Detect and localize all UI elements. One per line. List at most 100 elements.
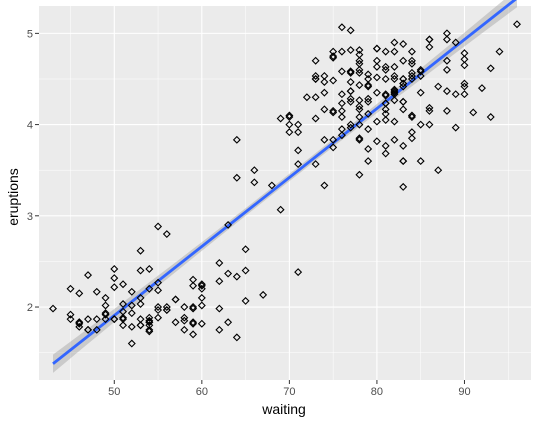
data-point <box>136 321 145 330</box>
data-point <box>416 71 425 80</box>
data-point <box>372 73 381 82</box>
data-point <box>154 286 163 295</box>
data-point <box>390 74 399 83</box>
data-point <box>136 315 145 324</box>
data-point <box>381 141 390 150</box>
data-point <box>189 304 198 313</box>
data-point <box>329 135 338 144</box>
data-point <box>442 65 451 74</box>
data-point <box>399 56 408 65</box>
data-point <box>197 319 206 328</box>
data-point <box>390 135 399 144</box>
data-point <box>154 313 163 322</box>
data-point <box>320 105 329 114</box>
data-point <box>425 120 434 129</box>
data-point <box>399 82 408 91</box>
data-point <box>84 325 93 334</box>
data-point <box>180 303 189 312</box>
data-point <box>127 309 136 318</box>
data-point <box>127 322 136 331</box>
x-axis-title: waiting <box>261 401 306 417</box>
data-point <box>364 74 373 83</box>
data-point <box>425 103 434 112</box>
data-point <box>294 146 303 155</box>
data-point <box>241 296 250 305</box>
data-point <box>399 79 408 88</box>
data-point <box>407 111 416 120</box>
data-point <box>171 295 180 304</box>
data-point <box>469 108 478 117</box>
data-point <box>355 50 364 59</box>
x-tick-label: 80 <box>371 386 383 398</box>
data-point <box>337 67 346 76</box>
data-point <box>101 315 110 324</box>
data-point <box>416 88 425 97</box>
data-point <box>110 265 119 273</box>
data-point <box>110 274 119 283</box>
data-point <box>372 44 381 53</box>
data-point <box>390 62 399 71</box>
data-point <box>355 113 364 121</box>
data-point <box>381 62 390 71</box>
data-point <box>232 272 241 281</box>
data-point <box>460 79 469 88</box>
y-tick-label: 3 <box>27 211 33 223</box>
data-point <box>75 319 84 328</box>
data-point <box>162 230 171 239</box>
data-point <box>390 96 399 105</box>
data-point <box>364 81 373 90</box>
data-point <box>495 47 504 56</box>
data-point <box>346 78 355 86</box>
data-point <box>364 109 373 118</box>
data-point <box>66 284 75 293</box>
data-point <box>75 289 84 298</box>
data-point <box>425 43 434 52</box>
data-point <box>75 318 84 327</box>
data-point <box>381 105 390 114</box>
data-point <box>92 315 101 324</box>
data-point <box>355 102 364 111</box>
data-point <box>311 71 320 80</box>
data-point <box>127 339 136 348</box>
data-point <box>92 287 101 296</box>
data-point <box>101 301 110 310</box>
data-point <box>215 277 224 286</box>
data-point <box>416 67 425 76</box>
data-point <box>451 90 460 99</box>
data-point <box>180 313 189 322</box>
data-point <box>162 303 171 312</box>
data-point <box>346 97 355 106</box>
data-point <box>355 46 364 55</box>
data-point <box>346 94 355 103</box>
data-point <box>337 47 346 56</box>
data-point <box>189 275 198 284</box>
data-point <box>442 106 451 115</box>
data-point <box>407 47 416 56</box>
data-point <box>154 222 163 231</box>
data-point <box>224 318 233 327</box>
data-point <box>337 106 346 115</box>
data-point <box>162 306 171 315</box>
data-point <box>215 258 224 267</box>
x-axis-ticks: 50 60 70 80 90 <box>108 380 471 398</box>
data-point <box>276 205 285 214</box>
data-point <box>477 84 486 93</box>
data-point <box>425 106 434 115</box>
data-point <box>250 166 259 175</box>
data-point <box>294 120 303 129</box>
data-point <box>75 322 84 331</box>
data-point <box>119 300 128 308</box>
data-point <box>390 47 399 56</box>
data-point <box>364 82 373 91</box>
data-point <box>320 135 329 144</box>
data-point <box>101 293 110 302</box>
data-point <box>399 74 408 83</box>
data-point <box>241 266 250 275</box>
data-point <box>259 290 268 299</box>
data-point <box>337 113 346 121</box>
major-gridlines <box>39 6 531 380</box>
data-point <box>136 246 145 255</box>
data-point <box>285 113 294 121</box>
data-point <box>381 116 390 125</box>
